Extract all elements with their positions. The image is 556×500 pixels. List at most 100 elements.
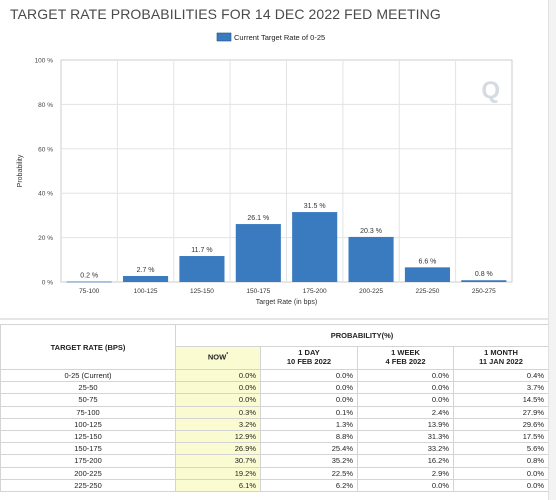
x-tick-label: 175-200	[303, 288, 327, 295]
bar	[292, 212, 338, 282]
data-label: 0.2 %	[80, 273, 98, 280]
cell-month: 5.6%	[453, 442, 549, 456]
column-header-1-month: 1 MONTH 11 JAN 2022	[453, 346, 549, 370]
x-tick-label: 100-125	[134, 288, 158, 295]
cell-month: 14.5%	[453, 393, 549, 407]
cell-now: 19.2%	[175, 466, 261, 480]
column-header-label: 1 MONTH	[484, 348, 518, 358]
cell-day: 35.2%	[260, 454, 358, 468]
cell-now: 3.2%	[175, 417, 261, 431]
cell-rate: 0-25 (Current)	[0, 368, 176, 383]
data-label: 11.7 %	[191, 247, 212, 254]
cell-day: 0.1%	[260, 405, 358, 419]
column-header-1-week: 1 WEEK 4 FEB 2022	[357, 346, 454, 370]
cell-week: 0.0%	[357, 393, 454, 407]
cell-day: 0.0%	[260, 368, 358, 383]
cell-day: 25.4%	[260, 442, 358, 456]
legend-swatch	[216, 32, 232, 42]
cell-week: 2.4%	[357, 405, 454, 419]
cell-rate: 125-150	[0, 429, 176, 444]
cell-day: 6.2%	[260, 478, 358, 492]
data-label: 6.6 %	[418, 258, 436, 265]
column-header-date: 10 FEB 2022	[286, 357, 332, 366]
y-tick-label: 100 %	[35, 58, 54, 65]
bar	[235, 224, 281, 282]
cell-month: 0.0%	[453, 466, 549, 480]
cell-week: 31.3%	[357, 429, 454, 444]
cell-week: 0.0%	[357, 478, 454, 492]
cell-week: 0.0%	[357, 368, 454, 383]
legend-label: Current Target Rate of 0-25	[234, 33, 325, 42]
cell-day: 0.0%	[260, 381, 358, 395]
bar	[179, 256, 225, 282]
cell-week: 13.9%	[357, 417, 454, 431]
column-header-now[interactable]: NOW*	[175, 346, 261, 370]
y-axis-title: Probability	[17, 154, 24, 187]
x-tick-label: 75-100	[79, 288, 100, 295]
cell-day: 22.5%	[260, 466, 358, 480]
y-tick-label: 0 %	[42, 280, 53, 287]
data-label: 26.1 %	[247, 215, 269, 222]
x-tick-label: 200-225	[359, 288, 383, 295]
table-row: 75-100 0.3% 0.1% 2.4% 27.9%	[0, 405, 549, 419]
y-tick-label: 40 %	[38, 191, 53, 198]
chart-svg: Current Target Rate of 0-25 Q 0 % 20 % 40 % 6…	[17, 32, 513, 306]
x-tick-label: 150-175	[246, 288, 270, 295]
table-row: 25-50 0.0% 0.0% 0.0% 3.7%	[0, 381, 549, 395]
cell-week: 2.9%	[357, 466, 454, 480]
data-label: 0.8 %	[475, 271, 493, 278]
x-tick-label: 225-250	[416, 288, 440, 295]
cell-rate: 175-200	[0, 454, 176, 468]
table-row: 100-125 3.2% 1.3% 13.9% 29.6%	[0, 417, 549, 431]
column-header-label: 1 WEEK	[391, 348, 420, 358]
y-tick-label: 60 %	[38, 146, 53, 153]
cell-month: 0.0%	[453, 478, 549, 492]
cell-day: 1.3%	[260, 417, 358, 431]
cell-now: 26.9%	[175, 442, 261, 456]
cell-month: 29.6%	[453, 417, 549, 431]
cell-month: 17.5%	[453, 429, 549, 444]
table-row: 50-75 0.0% 0.0% 0.0% 14.5%	[0, 393, 549, 407]
y-tick-label: 20 %	[38, 235, 53, 242]
table-row: 125-150 12.9% 8.8% 31.3% 17.5%	[0, 429, 549, 444]
column-header-1-day: 1 DAY 10 FEB 2022	[260, 346, 358, 370]
cell-rate: 150-175	[0, 442, 176, 456]
page-title: TARGET RATE PROBABILITIES FOR 14 DEC 202…	[10, 6, 441, 22]
cell-now: 30.7%	[175, 454, 261, 468]
x-tick-label: 250-275	[472, 288, 496, 295]
bar	[461, 280, 507, 282]
cell-now: 0.0%	[175, 368, 261, 383]
bar	[123, 276, 169, 282]
cell-day: 0.0%	[260, 393, 358, 407]
column-header-date: 4 FEB 2022	[385, 357, 426, 366]
x-axis-title: Target Rate (in bps)	[256, 299, 317, 306]
cell-month: 0.4%	[453, 368, 549, 383]
table-row: 150-175 26.9% 25.4% 33.2% 5.6%	[0, 442, 549, 456]
data-label: 2.7 %	[137, 267, 155, 274]
footnote-marker: *	[226, 352, 229, 359]
scrollbar[interactable]	[548, 0, 556, 500]
column-header-label: NOW	[207, 352, 227, 362]
y-tick-label: 80 %	[38, 102, 53, 109]
bar	[348, 236, 394, 282]
cell-rate: 25-50	[0, 381, 176, 395]
cell-now: 0.3%	[175, 405, 261, 419]
table-row: 200-225 19.2% 22.5% 2.9% 0.0%	[0, 466, 549, 480]
cell-week: 0.0%	[357, 381, 454, 395]
bar	[66, 281, 112, 283]
bar	[404, 267, 450, 282]
cell-week: 16.2%	[357, 454, 454, 468]
cell-rate: 50-75	[0, 393, 176, 407]
cell-now: 0.0%	[175, 393, 261, 407]
table-row: 225-250 6.1% 6.2% 0.0% 0.0%	[0, 478, 549, 492]
watermark-logo: Q	[481, 77, 500, 104]
cell-rate: 225-250	[0, 478, 176, 492]
cell-rate: 100-125	[0, 417, 176, 431]
data-label: 31.5 %	[304, 203, 326, 210]
cell-now: 12.9%	[175, 429, 261, 444]
column-header-label: 1 DAY	[298, 348, 320, 358]
cell-month: 3.7%	[453, 381, 549, 395]
cell-week: 33.2%	[357, 442, 454, 456]
data-label: 20.3 %	[360, 228, 382, 235]
cell-day: 8.8%	[260, 429, 358, 444]
